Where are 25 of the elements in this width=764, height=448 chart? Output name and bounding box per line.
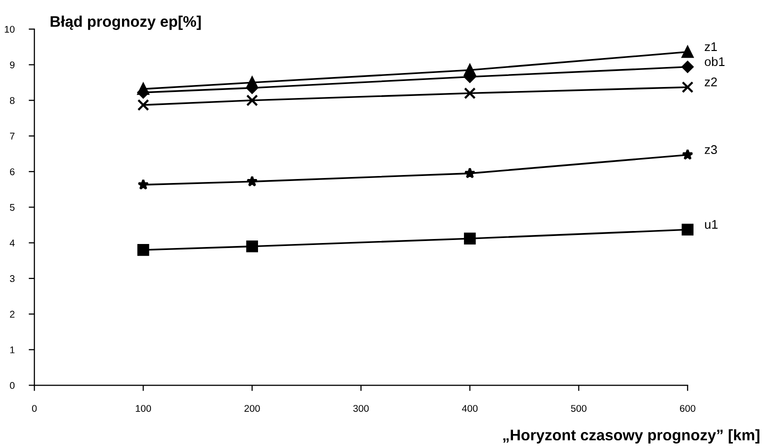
y-tick-label: 4 (10, 240, 15, 246)
y-tick-label: 9 (10, 61, 14, 68)
y-tick-label: 6 (10, 168, 15, 176)
y-tick-label: 0 (10, 382, 15, 389)
y-tick-label: 2 (10, 310, 14, 318)
x-tick-label: 500 (571, 404, 586, 412)
series-label: z3 (704, 145, 717, 154)
series-label: z1 (704, 42, 717, 51)
y-tick-label: 3 (10, 275, 15, 282)
y-tick-label: 10 (4, 26, 15, 33)
x-tick-label: 100 (136, 404, 151, 412)
x-axis-title: „Horyzont czasowy prognozy” [km] (503, 429, 760, 444)
x-tick-label: 600 (680, 404, 696, 412)
y-axis-title: Błąd prognozy ep[%] (50, 16, 201, 30)
y-tick-label: 1 (10, 346, 14, 354)
y-tick-label: 8 (10, 97, 15, 104)
x-tick-label: 200 (244, 404, 260, 412)
x-tick-label: 300 (353, 404, 369, 412)
series-label: z2 (704, 78, 717, 86)
x-tick-label: 400 (462, 404, 478, 412)
series-label: ob1 (704, 56, 725, 66)
y-tick-label: 7 (10, 132, 14, 140)
y-tick-label: 5 (10, 204, 15, 211)
x-tick-label: 0 (32, 404, 37, 412)
series-label: u1 (705, 220, 718, 229)
